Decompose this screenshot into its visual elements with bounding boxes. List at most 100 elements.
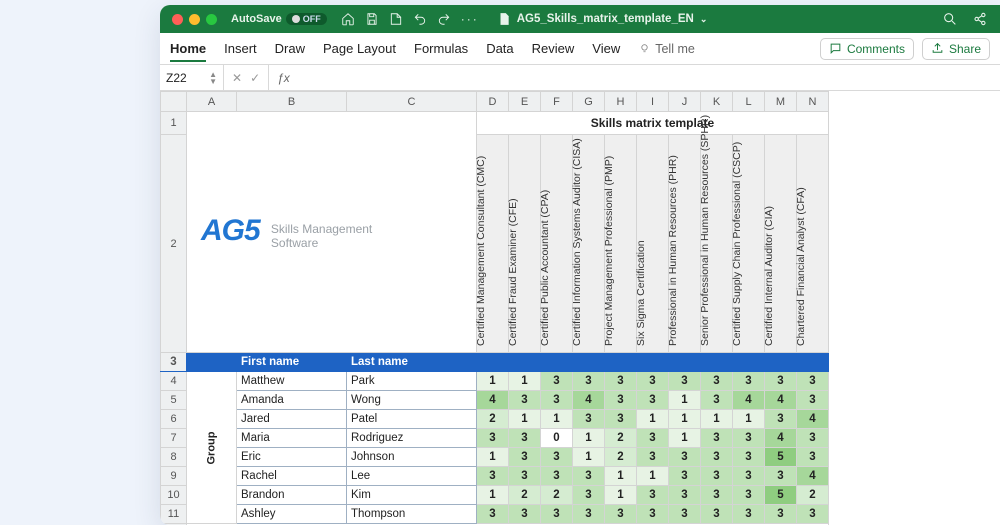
skill-value-cell[interactable]: 3	[573, 410, 605, 429]
row-2-header[interactable]: 2	[161, 135, 187, 353]
close-window-button[interactable]	[172, 14, 183, 25]
skill-value-cell[interactable]: 3	[573, 486, 605, 505]
undo-icon[interactable]	[413, 12, 427, 26]
first-name-cell[interactable]: Ashley	[237, 505, 347, 524]
col-M[interactable]: M	[765, 92, 797, 112]
skill-value-cell[interactable]: 3	[541, 448, 573, 467]
tell-me-search[interactable]: Tell me	[638, 42, 695, 56]
first-name-cell[interactable]: Brandon	[237, 486, 347, 505]
row-8-header[interactable]: 8	[161, 448, 187, 467]
share-button[interactable]: Share	[922, 38, 990, 60]
skill-value-cell[interactable]: 3	[701, 448, 733, 467]
skill-value-cell[interactable]: 3	[701, 467, 733, 486]
skill-value-cell[interactable]: 3	[541, 467, 573, 486]
col-I[interactable]: I	[637, 92, 669, 112]
table-row[interactable]: 11AshleyThompson33333333333	[161, 505, 829, 524]
row-7-header[interactable]: 7	[161, 429, 187, 448]
skill-value-cell[interactable]: 3	[637, 486, 669, 505]
skill-value-cell[interactable]: 4	[733, 391, 765, 410]
skill-value-cell[interactable]: 3	[637, 448, 669, 467]
table-row[interactable]: 6JaredPatel21133111134	[161, 410, 829, 429]
skill-value-cell[interactable]: 2	[797, 486, 829, 505]
col-L[interactable]: L	[733, 92, 765, 112]
col-E[interactable]: E	[509, 92, 541, 112]
skill-value-cell[interactable]: 3	[669, 467, 701, 486]
skill-value-cell[interactable]: 3	[541, 505, 573, 524]
skill-value-cell[interactable]: 1	[669, 410, 701, 429]
skill-value-cell[interactable]: 1	[477, 486, 509, 505]
skill-value-cell[interactable]: 3	[541, 372, 573, 391]
row-5-header[interactable]: 5	[161, 391, 187, 410]
table-row[interactable]: 7MariaRodriguez33012313343	[161, 429, 829, 448]
last-name-cell[interactable]: Thompson	[347, 505, 477, 524]
cancel-formula-icon[interactable]: ✕	[232, 71, 242, 85]
minimize-window-button[interactable]	[189, 14, 200, 25]
skill-value-cell[interactable]: 3	[605, 372, 637, 391]
last-name-cell[interactable]: Park	[347, 372, 477, 391]
last-name-cell[interactable]: Wong	[347, 391, 477, 410]
col-C[interactable]: C	[347, 92, 477, 112]
col-J[interactable]: J	[669, 92, 701, 112]
comments-button[interactable]: Comments	[820, 38, 914, 60]
col-A[interactable]: A	[187, 92, 237, 112]
row-11-header[interactable]: 11	[161, 505, 187, 524]
skill-value-cell[interactable]: 3	[765, 410, 797, 429]
skill-value-cell[interactable]: 1	[605, 467, 637, 486]
share-icon[interactable]	[972, 11, 988, 27]
row-6-header[interactable]: 6	[161, 410, 187, 429]
table-row[interactable]: 8EricJohnson13312333353	[161, 448, 829, 467]
skill-value-cell[interactable]: 4	[477, 391, 509, 410]
skill-value-cell[interactable]: 3	[605, 410, 637, 429]
skill-value-cell[interactable]: 1	[477, 448, 509, 467]
row-4-header[interactable]: 4	[161, 372, 187, 391]
more-icon[interactable]: ···	[461, 12, 479, 26]
name-box[interactable]: Z22 ▲▼	[160, 65, 224, 90]
column-headers[interactable]: A B C D E F G H I J K L M N	[161, 92, 829, 112]
skill-value-cell[interactable]: 3	[669, 448, 701, 467]
maximize-window-button[interactable]	[206, 14, 217, 25]
spreadsheet-grid[interactable]: A B C D E F G H I J K L M N 1 AG5	[160, 91, 1000, 525]
skill-value-cell[interactable]: 3	[733, 429, 765, 448]
row-9-header[interactable]: 9	[161, 467, 187, 486]
col-D[interactable]: D	[477, 92, 509, 112]
table-row[interactable]: 10BrandonKim12231333352	[161, 486, 829, 505]
tab-data[interactable]: Data	[486, 41, 513, 56]
skill-value-cell[interactable]: 3	[637, 372, 669, 391]
skill-value-cell[interactable]: 1	[669, 391, 701, 410]
last-name-cell[interactable]: Kim	[347, 486, 477, 505]
tab-page-layout[interactable]: Page Layout	[323, 41, 396, 56]
skill-value-cell[interactable]: 3	[573, 372, 605, 391]
col-N[interactable]: N	[797, 92, 829, 112]
skill-value-cell[interactable]: 3	[509, 467, 541, 486]
skill-value-cell[interactable]: 1	[541, 410, 573, 429]
skill-value-cell[interactable]: 3	[701, 429, 733, 448]
skill-value-cell[interactable]: 3	[701, 372, 733, 391]
skill-value-cell[interactable]: 3	[733, 448, 765, 467]
skill-value-cell[interactable]: 3	[477, 429, 509, 448]
autosave-toggle[interactable]: AutoSave OFF	[231, 13, 327, 25]
skill-value-cell[interactable]: 0	[541, 429, 573, 448]
skill-value-cell[interactable]: 3	[605, 505, 637, 524]
skill-value-cell[interactable]: 1	[701, 410, 733, 429]
skill-value-cell[interactable]: 3	[669, 505, 701, 524]
row-1-header[interactable]: 1	[161, 112, 187, 135]
table-row[interactable]: 5AmandaWong43343313443	[161, 391, 829, 410]
skill-value-cell[interactable]: 3	[797, 372, 829, 391]
skill-value-cell[interactable]: 2	[605, 429, 637, 448]
skill-value-cell[interactable]: 3	[701, 391, 733, 410]
skill-value-cell[interactable]: 3	[797, 448, 829, 467]
skill-value-cell[interactable]: 1	[637, 410, 669, 429]
skill-value-cell[interactable]: 3	[765, 372, 797, 391]
skill-value-cell[interactable]: 4	[765, 391, 797, 410]
skill-value-cell[interactable]: 3	[765, 505, 797, 524]
table-row[interactable]: 4GroupMatthewPark11333333333	[161, 372, 829, 391]
skill-value-cell[interactable]: 1	[573, 429, 605, 448]
skill-value-cell[interactable]: 3	[509, 448, 541, 467]
skill-value-cell[interactable]: 4	[797, 410, 829, 429]
skill-value-cell[interactable]: 1	[637, 467, 669, 486]
skill-value-cell[interactable]: 3	[797, 429, 829, 448]
first-name-cell[interactable]: Eric	[237, 448, 347, 467]
skill-value-cell[interactable]: 1	[477, 372, 509, 391]
skill-value-cell[interactable]: 3	[733, 486, 765, 505]
skill-value-cell[interactable]: 1	[573, 448, 605, 467]
